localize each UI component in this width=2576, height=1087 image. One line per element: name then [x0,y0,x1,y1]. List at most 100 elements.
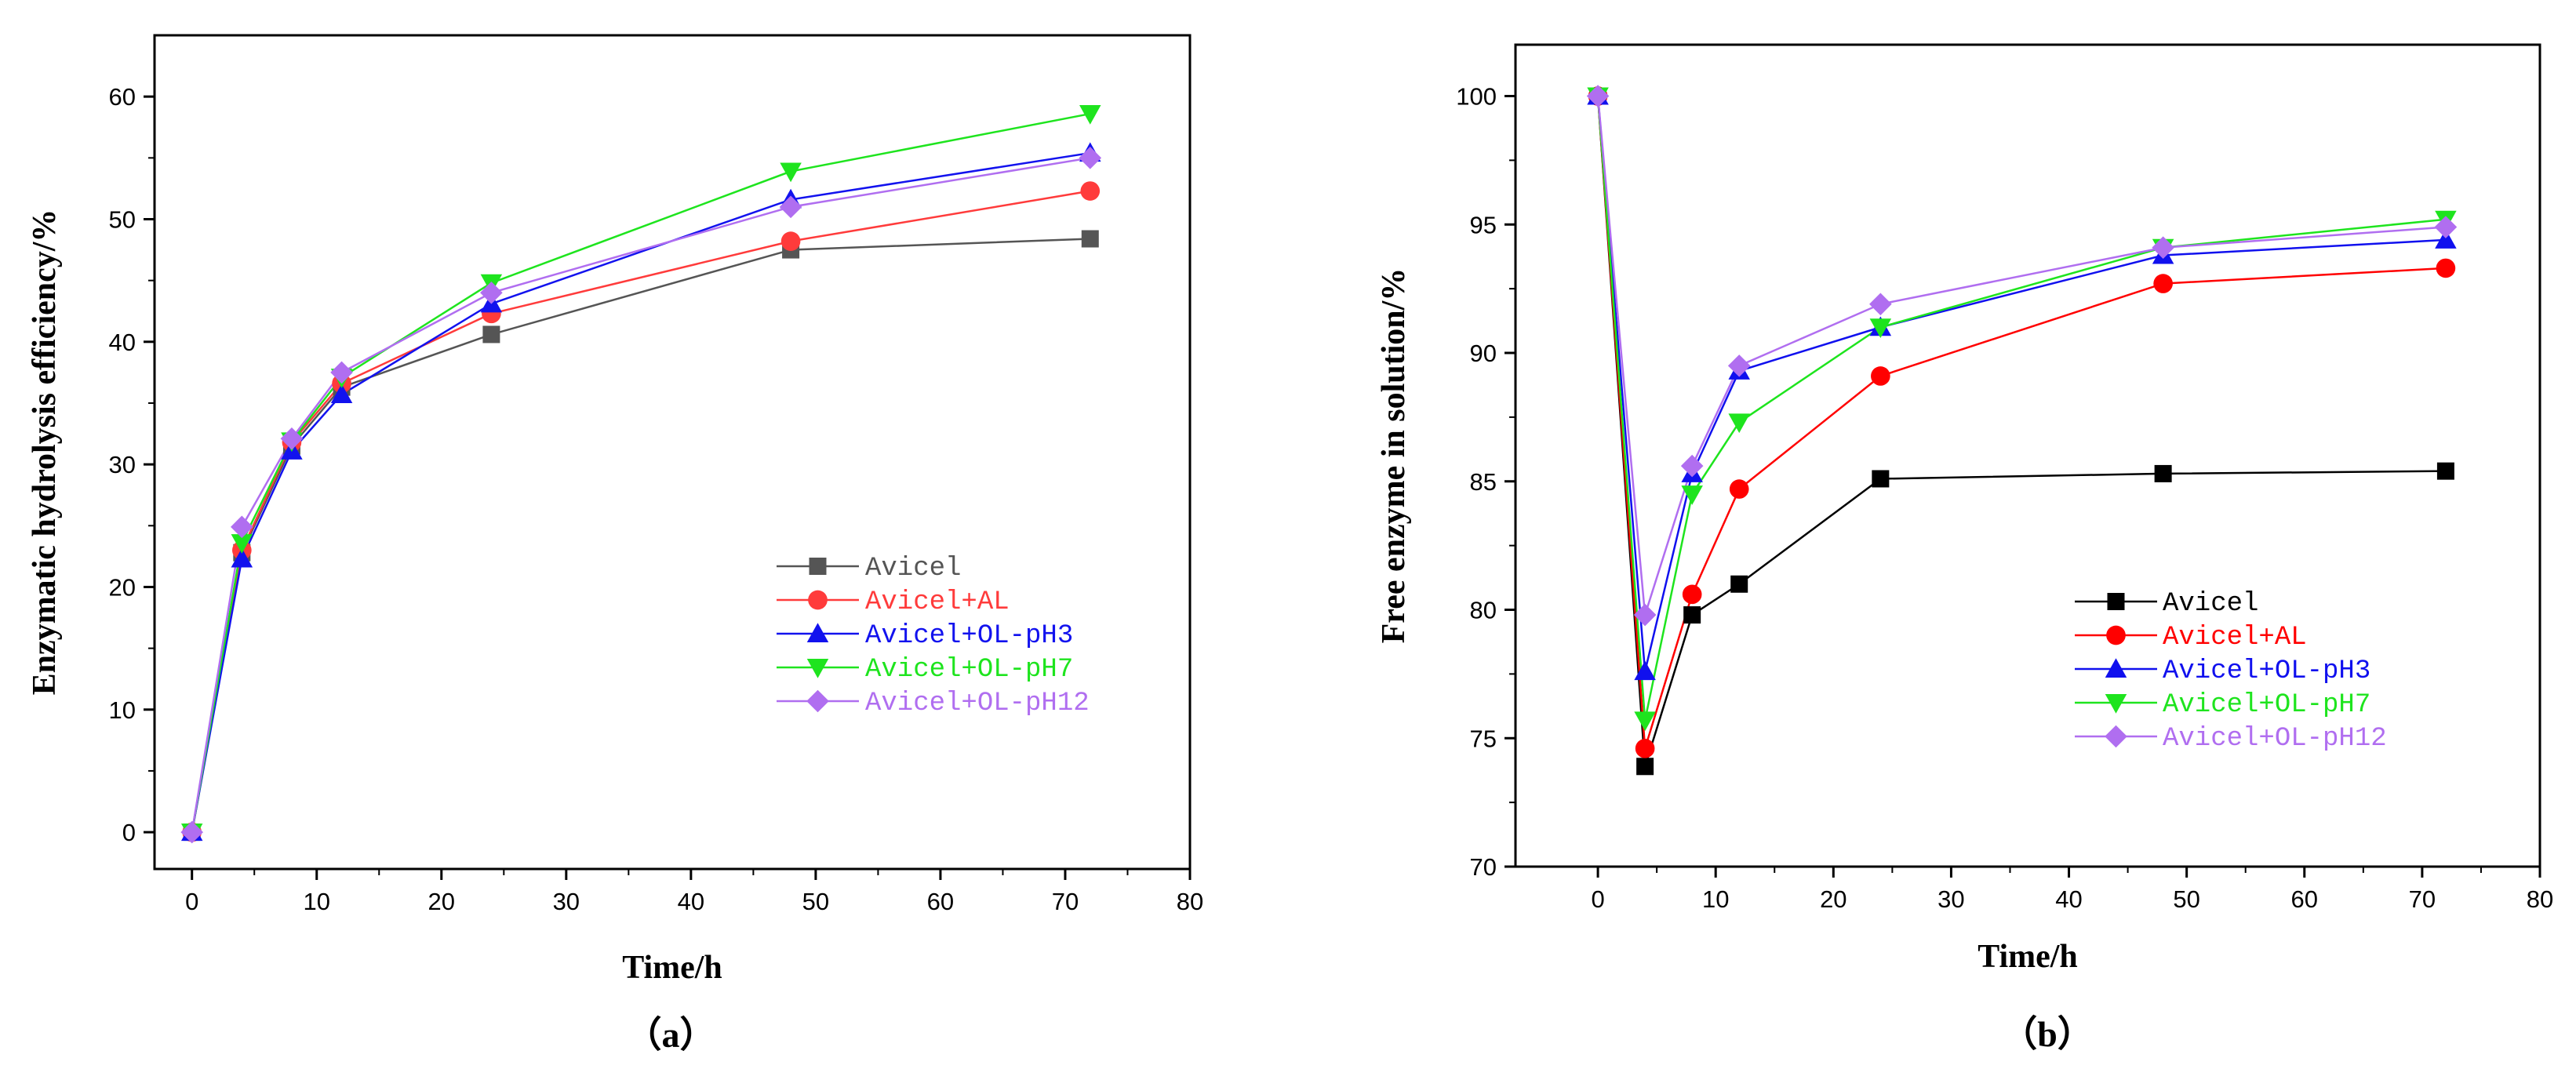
x-tick-label-b-5: 50 [2173,885,2199,913]
data-point-a-4-5 [779,195,802,219]
data-point-b-4-5 [2152,236,2174,260]
chart-b: 0 10 20 30 40 50 60 70 80 70 75 80 85 90 95 100 Time/h Fr… [1376,43,2553,1054]
data-point-a-1-6 [1080,181,1101,201]
legend-label-a-0: Avicel [865,554,961,583]
x-tick-label-a-1: 10 [304,888,330,915]
y-axis-title-a: Enzymatic hydrolysis efficiency/% [27,209,63,696]
data-point-a-2-3 [330,384,353,404]
data-point-b-2-1 [1634,660,1656,681]
legend-label-a-4: Avicel+OL-pH12 [865,689,1090,718]
data-point-a-0-4 [482,325,500,344]
legend-label-b-2: Avicel+OL-pH3 [2163,656,2370,686]
data-point-a-3-6 [1079,105,1101,125]
data-point-b-3-4 [1869,318,1892,338]
series-line-b-2 [1596,96,2446,672]
y-tick-label-b-2: 80 [1470,597,1497,624]
data-point-a-3-5 [780,162,802,183]
legend-marker-b-3 [2105,694,2127,714]
x-tick-label-a-2: 20 [428,888,455,915]
data-point-a-4-4 [480,281,503,304]
y-tick-label-b-6: 100 [1456,83,1497,111]
panel-label-a: （a） [626,1015,716,1055]
y-tick-label-a-3: 30 [109,451,136,478]
data-point-b-1-1 [1635,739,1655,758]
data-point-b-4-3 [1727,354,1751,377]
data-point-a-4-2 [280,427,304,450]
legend-marker-b-4 [2105,725,2127,748]
y-tick-label-a-1: 10 [109,696,136,724]
data-point-b-3-2 [1681,485,1703,505]
y-tick-label-a-4: 40 [109,329,136,356]
legend-marker-b-0 [2107,593,2125,610]
x-tick-label-b-4: 40 [2055,885,2082,913]
data-point-b-4-2 [1680,454,1704,478]
data-point-b-4-0 [1586,85,1610,107]
data-point-b-1-3 [1729,479,1749,499]
x-axis-title-b: Time/h [1977,939,2078,975]
data-point-b-4-6 [2434,216,2458,238]
y-tick-label-a-5: 50 [109,205,136,233]
x-tick-label-b-1: 10 [1702,885,1729,913]
panel-label-b: （b） [2001,1014,2094,1054]
y-tick-label-a-6: 60 [109,83,136,111]
data-point-b-1-2 [1682,584,1702,605]
series-line-a-4 [191,157,1090,833]
series-line-a-0 [191,238,1090,833]
legend-marker-a-4 [806,689,829,713]
x-tick-label-b-8: 80 [2527,885,2553,913]
plot-frame-a [153,34,1192,871]
legend-label-a-1: Avicel+AL [865,587,1010,617]
data-point-b-3-3 [1728,413,1750,434]
series-line-a-2 [191,151,1090,833]
legend-label-a-2: Avicel+OL-pH3 [865,621,1073,651]
data-point-b-0-2 [1683,606,1701,624]
x-axis-title-a: Time/h [622,950,722,986]
x-tick-label-a-4: 40 [678,888,704,915]
data-point-b-0-1 [1636,758,1654,776]
data-point-b-1-6 [2436,258,2456,278]
y-tick-label-a-2: 20 [109,573,136,601]
y-tick-label-b-3: 85 [1470,468,1497,496]
data-point-b-3-1 [1634,711,1656,732]
y-tick-label-b-4: 90 [1470,340,1497,367]
x-tick-label-a-5: 50 [802,888,829,915]
data-point-a-4-3 [330,361,353,384]
legend-label-b-3: Avicel+OL-pH7 [2163,690,2370,720]
legend-label-a-3: Avicel+OL-pH7 [865,655,1073,685]
x-tick-label-b-3: 30 [1937,885,1964,913]
series-line-b-4 [1596,96,2446,616]
x-tick-label-a-3: 30 [553,888,580,915]
data-point-a-1-5 [780,231,801,251]
x-tick-label-b-6: 60 [2291,885,2318,913]
legend-marker-a-1 [808,590,828,610]
legend-marker-a-3 [806,659,829,678]
data-point-b-4-1 [1633,603,1657,627]
x-tick-label-b-7: 70 [2409,885,2436,913]
legend-label-b-1: Avicel+AL [2163,623,2307,653]
data-point-a-3-1 [231,534,253,554]
x-tick-label-a-8: 80 [1177,888,1203,915]
y-tick-label-b-5: 95 [1470,211,1497,238]
y-axis-title-b: Free enzyme in solution/% [1376,268,1412,644]
data-point-b-0-4 [1872,470,1890,488]
data-point-a-4-0 [180,820,204,844]
data-point-b-0-6 [2436,462,2454,480]
y-tick-label-b-0: 70 [1470,853,1497,881]
legend-marker-b-1 [2106,625,2126,645]
legend-label-b-0: Avicel [2163,589,2258,619]
data-point-b-4-4 [1869,293,1892,316]
series-line-b-3 [1596,96,2447,721]
x-tick-label-a-7: 70 [1052,888,1079,915]
data-point-b-0-5 [2154,464,2172,482]
series-line-a-1 [191,190,1090,833]
legend-marker-b-2 [2105,658,2127,678]
y-tick-label-b-1: 75 [1470,725,1497,752]
y-tick-label-a-0: 0 [122,819,136,846]
data-point-a-4-6 [1079,147,1102,169]
series-line-b-1 [1596,96,2446,749]
legend-marker-a-0 [809,558,827,575]
data-point-b-2-6 [2435,229,2457,249]
chart-a: 0 10 20 30 40 50 60 70 80 0 10 20 30 40 50 60 Time/h Enzy… [27,34,1203,1055]
x-tick-label-b-0: 0 [1591,885,1604,913]
